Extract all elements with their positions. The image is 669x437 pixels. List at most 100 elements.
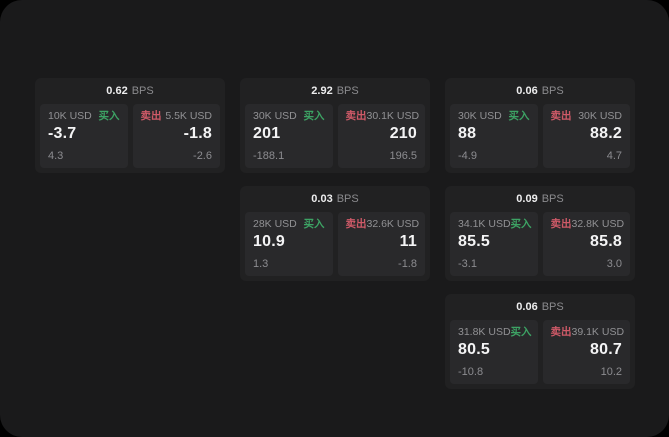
quote-card: 0.09 BPS 34.1K USD 买入 85.5 -3.1 卖出 32.8K…: [445, 186, 635, 281]
sell-quote-panel[interactable]: 卖出 30K USD 88.2 4.7: [542, 104, 630, 168]
buy-panel-top: 31.8K USD 买入: [458, 326, 532, 338]
buy-panel-top: 10K USD 买入: [48, 111, 120, 122]
buy-change: -3.1: [458, 258, 477, 270]
buy-side-label: 买入: [303, 110, 325, 122]
sell-price: 11: [399, 232, 417, 250]
buy-quote-panel[interactable]: 30K USD 买入 201 -188.1: [245, 104, 333, 168]
card-body: 31.8K USD 买入 80.5 -10.8 卖出 39.1K USD 80.…: [445, 320, 635, 389]
bps-suffix: BPS: [336, 193, 359, 205]
buy-change: 4.3: [48, 150, 64, 162]
bps-suffix: BPS: [541, 301, 564, 313]
bps-suffix: BPS: [541, 85, 564, 97]
buy-side-label: 买入: [303, 218, 325, 230]
card-body: 28K USD 买入 10.9 1.3 卖出 32.6K USD 11 -1.8: [240, 212, 430, 281]
sell-change: 196.5: [389, 150, 417, 162]
quote-card: 2.92 BPS 30K USD 买入 201 -188.1 卖出 30.1K …: [240, 78, 430, 173]
bps-suffix: BPS: [131, 85, 154, 97]
buy-price: 88: [458, 124, 477, 142]
card-body: 30K USD 买入 201 -188.1 卖出 30.1K USD 210 1…: [240, 104, 430, 173]
buy-side-label: 买入: [508, 110, 530, 122]
sell-panel-top: 卖出 32.8K USD: [550, 218, 625, 230]
sell-quote-panel[interactable]: 卖出 30.1K USD 210 196.5: [337, 104, 425, 168]
sell-panel-top: 卖出 30K USD: [551, 111, 623, 122]
bps-value: 0.06: [516, 85, 538, 97]
sell-side-label: 卖出: [140, 110, 162, 122]
bps-suffix: BPS: [336, 85, 359, 97]
sell-side-label: 卖出: [550, 218, 572, 230]
buy-price: 80.5: [458, 340, 490, 358]
card-header: 2.92 BPS: [240, 78, 430, 104]
card-body: 30K USD 买入 88 -4.9 卖出 30K USD 88.2 4.7: [445, 104, 635, 173]
sell-price: 88.2: [590, 124, 622, 142]
sell-quote-panel[interactable]: 卖出 5.5K USD -1.8 -2.6: [132, 104, 220, 168]
bps-value: 0.06: [516, 301, 538, 313]
buy-panel-top: 34.1K USD 买入: [458, 218, 532, 230]
card-header: 0.03 BPS: [240, 186, 430, 212]
quote-card: 0.03 BPS 28K USD 买入 10.9 1.3 卖出 32.6K US…: [240, 186, 430, 281]
sell-price: 80.7: [590, 340, 622, 358]
sell-quote-panel[interactable]: 卖出 32.6K USD 11 -1.8: [337, 212, 425, 276]
sell-side-label: 卖出: [345, 110, 367, 122]
buy-price: -3.7: [48, 124, 77, 142]
bps-value: 0.09: [516, 193, 538, 205]
sell-change: -2.6: [193, 150, 212, 162]
buy-change: -10.8: [458, 366, 484, 378]
sell-side-label: 卖出: [550, 110, 572, 122]
card-body: 10K USD 买入 -3.7 4.3 卖出 5.5K USD -1.8 -2.…: [35, 104, 225, 173]
buy-amount: 31.8K USD: [458, 326, 511, 338]
buy-amount: 10K USD: [48, 110, 92, 122]
sell-side-label: 卖出: [550, 326, 572, 338]
buy-quote-panel[interactable]: 28K USD 买入 10.9 1.3: [245, 212, 333, 276]
buy-side-label: 买入: [98, 110, 120, 122]
bps-value: 0.03: [311, 193, 333, 205]
sell-amount: 30.1K USD: [366, 110, 420, 122]
sell-price: 85.8: [590, 232, 622, 250]
card-header: 0.62 BPS: [35, 78, 225, 104]
buy-quote-panel[interactable]: 31.8K USD 买入 80.5 -10.8: [450, 320, 538, 384]
sell-price: 210: [389, 124, 417, 142]
buy-change: -188.1: [253, 150, 285, 162]
sell-change: 10.2: [600, 366, 622, 378]
quote-card: 0.62 BPS 10K USD 买入 -3.7 4.3 卖出 5.5K USD…: [35, 78, 225, 173]
bps-value: 2.92: [311, 85, 333, 97]
buy-amount: 28K USD: [253, 218, 297, 230]
bps-suffix: BPS: [541, 193, 564, 205]
buy-quote-panel[interactable]: 34.1K USD 买入 85.5 -3.1: [450, 212, 538, 276]
buy-amount: 34.1K USD: [458, 218, 511, 230]
card-body: 34.1K USD 买入 85.5 -3.1 卖出 32.8K USD 85.8…: [445, 212, 635, 281]
buy-price: 85.5: [458, 232, 490, 250]
sell-change: -1.8: [398, 258, 417, 270]
sell-side-label: 卖出: [345, 218, 367, 230]
buy-panel-top: 28K USD 买入: [253, 219, 325, 230]
buy-panel-top: 30K USD 买入: [253, 111, 325, 122]
sell-quote-panel[interactable]: 卖出 39.1K USD 80.7 10.2: [542, 320, 630, 384]
sell-amount: 5.5K USD: [165, 110, 212, 122]
buy-amount: 30K USD: [253, 110, 297, 122]
sell-amount: 30K USD: [578, 110, 622, 122]
card-header: 0.06 BPS: [445, 78, 635, 104]
sell-amount: 39.1K USD: [571, 326, 625, 338]
sell-price: -1.8: [183, 124, 212, 142]
sell-panel-top: 卖出 30.1K USD: [345, 110, 420, 122]
buy-price: 10.9: [253, 232, 285, 250]
sell-change: 4.7: [606, 150, 622, 162]
sell-amount: 32.8K USD: [571, 218, 625, 230]
sell-change: 3.0: [606, 258, 622, 270]
buy-amount: 30K USD: [458, 110, 502, 122]
buy-side-label: 买入: [510, 218, 532, 230]
buy-quote-panel[interactable]: 30K USD 买入 88 -4.9: [450, 104, 538, 168]
buy-quote-panel[interactable]: 10K USD 买入 -3.7 4.3: [40, 104, 128, 168]
buy-change: -4.9: [458, 150, 477, 162]
bps-value: 0.62: [106, 85, 128, 97]
sell-amount: 32.6K USD: [366, 218, 420, 230]
quote-card: 0.06 BPS 31.8K USD 买入 80.5 -10.8 卖出 39.1…: [445, 294, 635, 389]
buy-price: 201: [253, 124, 281, 142]
sell-quote-panel[interactable]: 卖出 32.8K USD 85.8 3.0: [542, 212, 630, 276]
sell-panel-top: 卖出 39.1K USD: [550, 326, 625, 338]
card-header: 0.09 BPS: [445, 186, 635, 212]
buy-change: 1.3: [253, 258, 269, 270]
sell-panel-top: 卖出 32.6K USD: [345, 218, 420, 230]
sell-panel-top: 卖出 5.5K USD: [141, 111, 213, 122]
buy-side-label: 买入: [510, 326, 532, 338]
